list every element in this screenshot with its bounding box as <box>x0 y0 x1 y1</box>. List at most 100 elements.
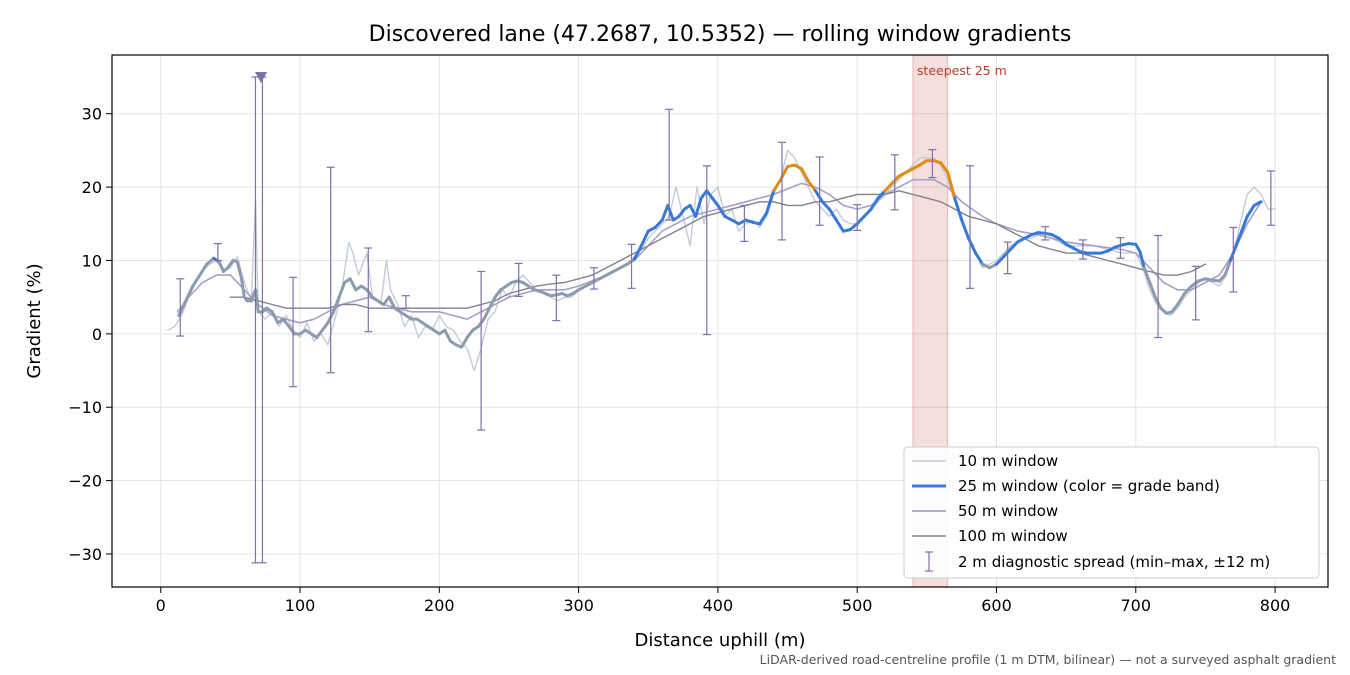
series-25m-segment <box>890 174 901 185</box>
series-25m-segment <box>862 207 873 218</box>
x-tick-label: 300 <box>563 596 594 615</box>
legend-label-50m: 50 m window <box>958 502 1058 520</box>
series-25m-segment <box>855 214 866 226</box>
spread-bar <box>589 267 598 290</box>
series-25m-segment <box>827 207 838 222</box>
y-axis-label: Gradient (%) <box>24 263 45 378</box>
x-tick-label: 600 <box>981 596 1012 615</box>
spread-bar <box>928 149 937 179</box>
clipped-outlier-marker <box>255 72 268 84</box>
y-tick-label: 20 <box>82 178 102 197</box>
spread-bar <box>740 204 749 242</box>
series-layer <box>167 76 1276 564</box>
series-25m-segment <box>758 211 769 226</box>
series-25m-segment <box>493 288 503 299</box>
series-25m-segment <box>834 218 845 233</box>
series-25m-segment <box>953 196 964 222</box>
y-tick-label: −20 <box>68 472 102 491</box>
legend-label-spread: 2 m diagnostic spread (min–max, ±12 m) <box>958 553 1270 571</box>
legend-item-100m: 100 m window <box>912 527 1068 545</box>
spread-bar <box>1154 234 1163 339</box>
spread-bar <box>777 141 786 241</box>
series-25m-segment <box>217 260 225 273</box>
series-25m-segment <box>1170 302 1180 314</box>
spread-bar <box>1191 265 1200 321</box>
x-tick-label: 0 <box>156 596 166 615</box>
series-25m-segment <box>1240 214 1249 233</box>
series-25m-segment <box>806 179 817 193</box>
series-25m-segment <box>946 170 957 200</box>
spread-bar <box>1116 237 1125 259</box>
series-25m-segment <box>198 262 209 277</box>
spread-bar <box>627 243 636 289</box>
series-25m-segment <box>1057 236 1068 246</box>
y-tick-label: 10 <box>82 251 102 270</box>
series-25m-segment <box>820 200 831 211</box>
series-25m-segment <box>337 280 347 299</box>
series-25m-segment <box>482 306 491 321</box>
series-25m-segment <box>660 203 670 222</box>
footnote: LiDAR-derived road-centreline profile (1… <box>760 652 1336 667</box>
x-axis-label: Distance uphill (m) <box>635 630 806 651</box>
series-25m-segment <box>320 321 330 332</box>
series-25m-segment <box>1142 266 1152 284</box>
y-tick-label: 0 <box>92 325 102 344</box>
series-25m-segment <box>443 328 452 343</box>
series-25m-segment <box>184 284 195 303</box>
legend-item-10m: 10 m window <box>912 452 1058 470</box>
series-25m-segment <box>240 277 246 299</box>
x-tick-label: 400 <box>703 596 734 615</box>
series-25m-segment <box>1183 284 1193 295</box>
axes-frame <box>111 54 1329 588</box>
legend: 10 m window 25 m window (color = grade b… <box>903 446 1320 579</box>
spread-bar <box>1266 170 1275 226</box>
series-line-1 <box>176 178 1262 324</box>
spread-bar <box>364 247 373 333</box>
spread-bar <box>477 270 486 431</box>
legend-item-50m: 50 m window <box>912 502 1058 520</box>
series-25m-segment <box>1001 247 1012 259</box>
spread-bar <box>176 278 185 337</box>
legend-item-spread: 2 m diagnostic spread (min–max, ±12 m) <box>925 551 1270 572</box>
spread-bar <box>552 274 561 322</box>
series-25m-segment <box>348 277 358 292</box>
series-25m-segment <box>1223 258 1232 277</box>
series-25m-segment <box>960 218 971 240</box>
series-25m-segment <box>191 273 202 288</box>
series-25m-segment <box>1245 203 1256 218</box>
series-25m-segment <box>331 295 341 314</box>
plot-area: steepest 25 m0 100 200 300 400 500 600 700 800−3… <box>68 54 1329 615</box>
legend-label-10m: 10 m window <box>958 452 1058 470</box>
series-25m-segment <box>994 255 1005 266</box>
x-tick-label: 200 <box>424 596 455 615</box>
series-25m-segment <box>939 161 950 174</box>
series-25m-segment <box>848 222 859 232</box>
series-25m-segment <box>883 181 894 193</box>
x-tick-label: 500 <box>842 596 873 615</box>
spread-bar <box>966 165 975 289</box>
series-25m-segment <box>226 258 235 270</box>
spread-bar <box>1078 239 1087 260</box>
spread-bar <box>326 166 335 374</box>
spread-bar <box>401 295 410 309</box>
spread-bar <box>1041 226 1050 241</box>
series-25m-segment <box>716 203 727 218</box>
series-25m-segment <box>869 196 880 211</box>
series-25m-segment <box>205 256 216 266</box>
spread-bar <box>1003 241 1012 275</box>
series-25m-segment <box>813 189 824 204</box>
series-25m-segment <box>765 189 776 215</box>
spread-bar <box>251 76 260 564</box>
spread-bar <box>890 154 899 211</box>
series-25m-segment <box>677 207 686 218</box>
series-25m-segment <box>705 189 714 200</box>
series-25m-segment <box>639 229 650 248</box>
spread-bar <box>702 165 711 336</box>
spread-bar <box>815 156 824 226</box>
series-25m-segment <box>270 310 280 325</box>
x-tick-label: 100 <box>285 596 316 615</box>
legend-label-100m: 100 m window <box>958 527 1068 545</box>
series-25m-segment <box>1138 250 1146 270</box>
series-25m-segment <box>281 317 291 329</box>
